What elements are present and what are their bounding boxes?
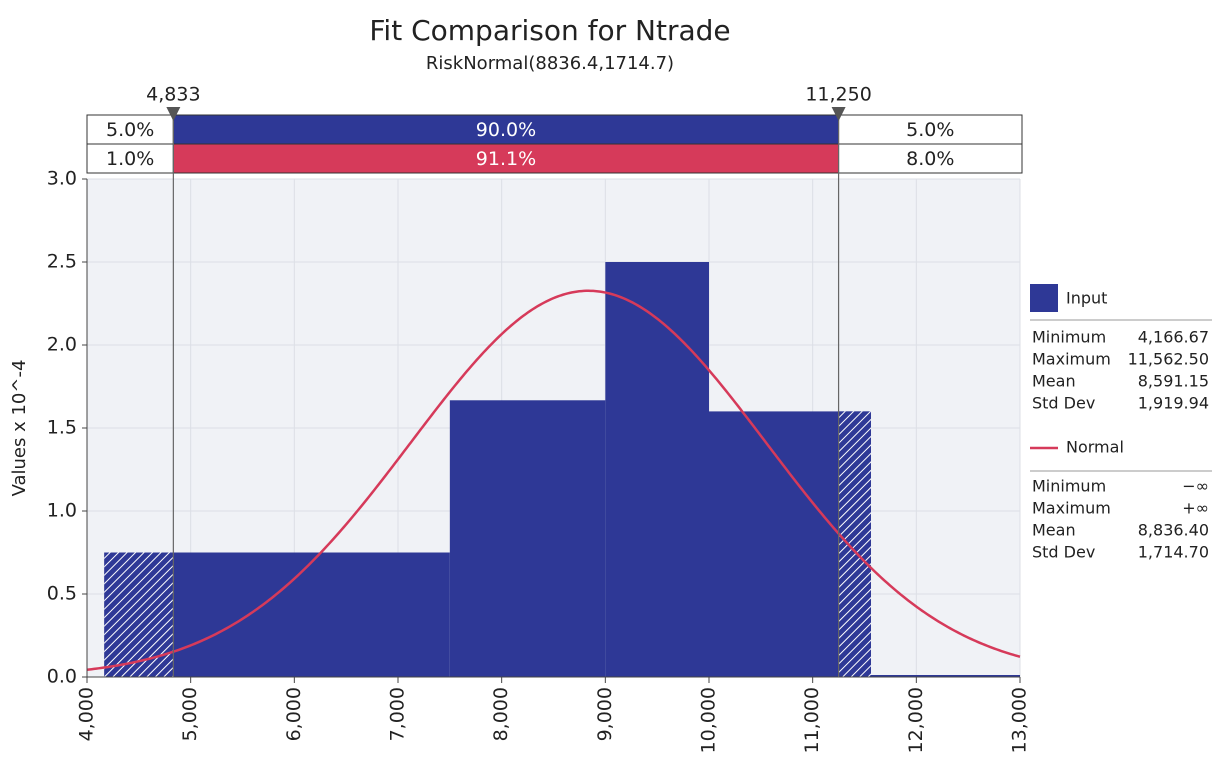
stat-value: 11,562.50 <box>1128 350 1209 369</box>
delimiter-label: 11,250 <box>805 84 871 106</box>
x-tick-label: 7,000 <box>387 687 409 741</box>
hatch-overlay <box>838 411 871 677</box>
y-tick-label: 2.5 <box>47 251 77 273</box>
delimiter-handle <box>831 107 846 121</box>
y-tick-label: 0.5 <box>47 583 77 605</box>
probability-segment <box>838 114 1023 145</box>
y-axis-label: Values x 10^-4 <box>9 360 30 497</box>
x-tick-label: 13,000 <box>1009 687 1031 753</box>
stat-label: Minimum <box>1032 477 1106 496</box>
stat-label: Maximum <box>1032 350 1111 369</box>
stat-value: 8,591.15 <box>1138 372 1209 391</box>
probability-label: 91.1% <box>476 148 536 170</box>
stat-value: 1,919.94 <box>1138 394 1209 413</box>
bar <box>449 400 606 677</box>
chart-title: Fit Comparison for Ntrade <box>369 14 730 47</box>
y-tick-label: 1.0 <box>47 500 77 522</box>
x-tick-label: 6,000 <box>283 687 305 741</box>
x-tick-label: 9,000 <box>594 687 616 741</box>
stat-label: Std Dev <box>1032 543 1095 562</box>
probability-label: 90.0% <box>476 119 536 141</box>
y-tick-label: 3.0 <box>47 168 77 190</box>
delimiter-label: 4,833 <box>146 84 200 106</box>
probability-label: 1.0% <box>106 148 154 170</box>
probability-segment <box>86 143 174 174</box>
y-tick-label: 1.5 <box>47 417 77 439</box>
probability-label: 8.0% <box>906 148 954 170</box>
stat-value: −∞ <box>1182 477 1209 496</box>
stat-value: 4,166.67 <box>1138 328 1209 347</box>
stat-label: Mean <box>1032 521 1076 540</box>
stat-value: 8,836.40 <box>1138 521 1209 540</box>
stat-value: +∞ <box>1182 499 1209 518</box>
probability-segment <box>838 143 1023 174</box>
x-tick-label: 5,000 <box>179 687 201 741</box>
hatch-overlay <box>104 552 174 677</box>
stat-label: Minimum <box>1032 328 1106 347</box>
normal-curve <box>86 289 1021 672</box>
x-tick-label: 12,000 <box>905 687 927 753</box>
chart-subtitle: RiskNormal(8836.4,1714.7) <box>426 53 674 74</box>
x-tick-label: 10,000 <box>698 687 720 753</box>
x-tick-label: 4,000 <box>76 687 98 741</box>
probability-segment <box>172 114 840 145</box>
legend-label: Normal <box>1066 438 1124 457</box>
probability-segment <box>172 143 840 174</box>
stat-label: Std Dev <box>1032 394 1095 413</box>
y-tick-label: 0.0 <box>47 666 77 688</box>
legend-label: Input <box>1066 289 1107 308</box>
legend-swatch <box>1030 284 1058 312</box>
bar <box>605 262 709 677</box>
stat-value: 1,714.70 <box>1138 543 1209 562</box>
y-tick-label: 2.0 <box>47 334 77 356</box>
stat-label: Maximum <box>1032 499 1111 518</box>
probability-label: 5.0% <box>106 119 154 141</box>
x-tick-label: 8,000 <box>490 687 512 741</box>
stat-label: Mean <box>1032 372 1076 391</box>
probability-label: 5.0% <box>906 119 954 141</box>
delimiter-handle <box>166 107 181 121</box>
x-tick-label: 11,000 <box>801 687 823 753</box>
